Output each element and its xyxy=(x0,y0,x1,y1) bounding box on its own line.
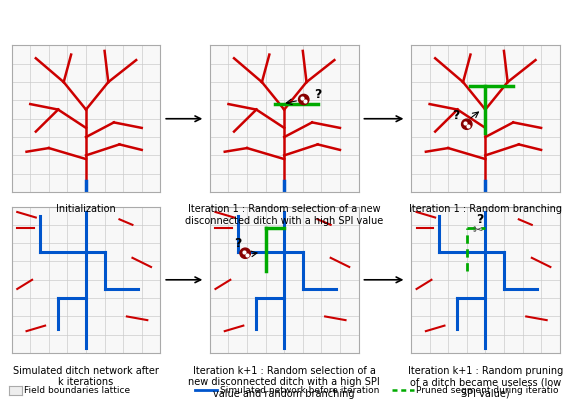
Text: Initialization: Initialization xyxy=(56,204,116,214)
Text: ?: ? xyxy=(234,237,241,250)
Circle shape xyxy=(240,248,250,259)
Text: ?: ? xyxy=(476,213,483,226)
Circle shape xyxy=(298,94,309,104)
Text: Simulated ditch network after
k iterations: Simulated ditch network after k iteratio… xyxy=(13,366,159,387)
Text: Simulated network before iteration: Simulated network before iteration xyxy=(220,386,379,395)
Text: ?: ? xyxy=(314,88,321,101)
Circle shape xyxy=(462,119,472,129)
Text: Iteration k+1 : Random pruning
of a ditch became useless (low
SPI value): Iteration k+1 : Random pruning of a ditc… xyxy=(408,366,563,399)
Text: Iteration k+1 : Random selection of a
new disconnected ditch with a high SPI
val: Iteration k+1 : Random selection of a ne… xyxy=(188,366,380,399)
Text: ✂: ✂ xyxy=(472,224,483,237)
Text: Field boundaries lattice: Field boundaries lattice xyxy=(24,386,131,395)
Text: ?: ? xyxy=(452,109,459,122)
Text: Iteration 1 : Random branching: Iteration 1 : Random branching xyxy=(409,204,562,214)
Text: Iteration 1 : Random selection of a new
disconnected ditch with a high SPI value: Iteration 1 : Random selection of a new … xyxy=(185,204,384,226)
Text: Pruned segment during iteratio: Pruned segment during iteratio xyxy=(416,386,559,395)
